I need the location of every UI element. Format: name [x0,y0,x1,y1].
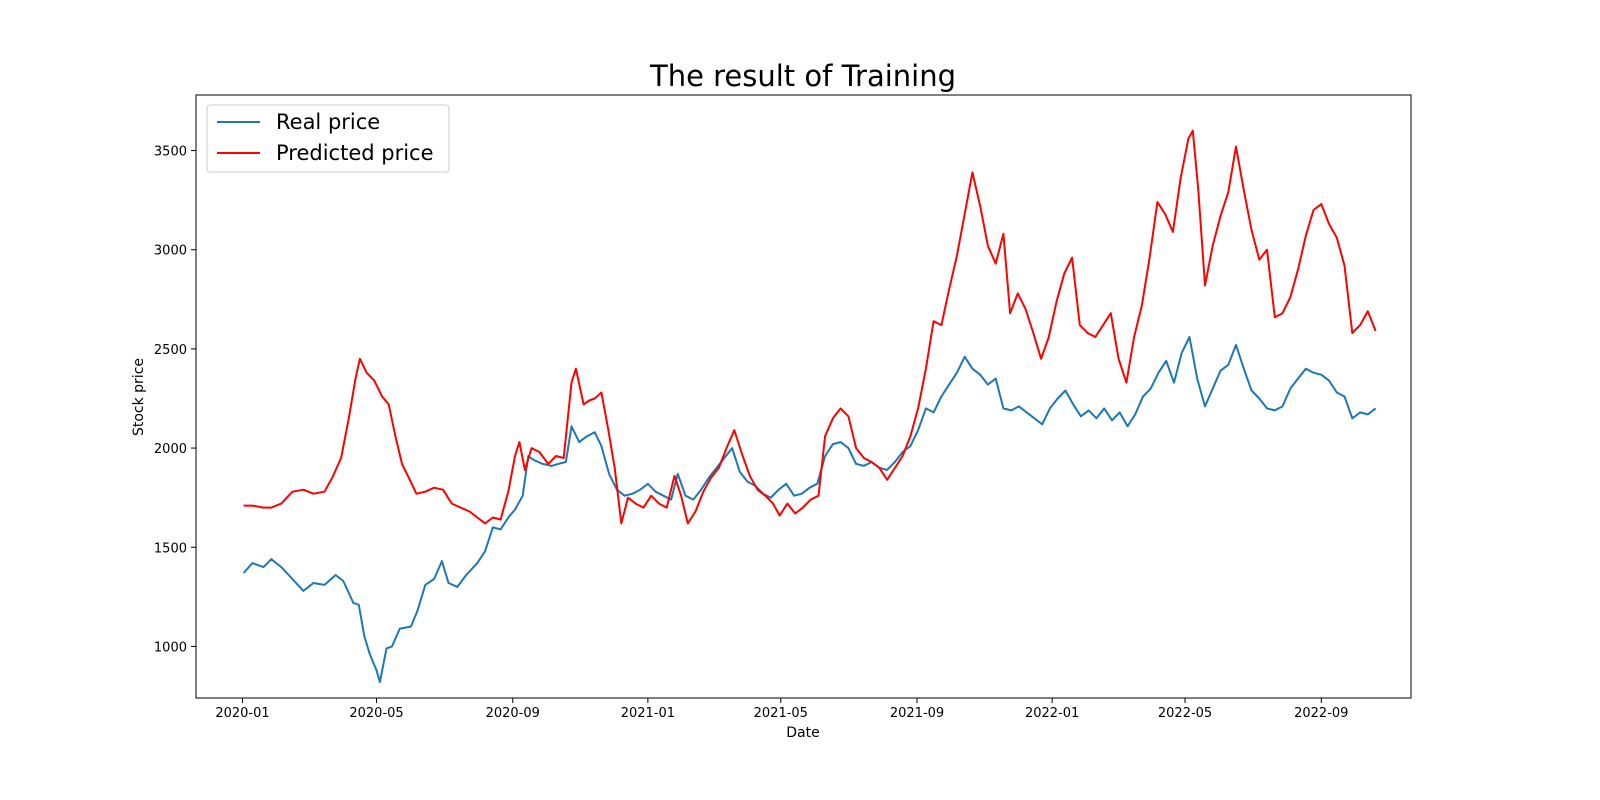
legend-label-real-price: Real price [276,110,380,134]
x-tick-label: 2020-05 [349,706,403,721]
y-tick-label: 1500 [154,541,187,556]
series-layer [242,129,1377,684]
chart-title: The result of Training [649,59,956,93]
legend-label-predicted-price: Predicted price [276,141,434,165]
plot-frame [195,94,1412,699]
x-axis-label: Date [786,725,819,741]
x-tick-label: 2021-09 [890,706,944,721]
series-line-real-price [242,336,1377,684]
legend: Real price Predicted price [206,104,450,173]
y-tick-label: 3500 [154,145,187,160]
x-tick-label: 2021-01 [621,706,675,721]
legend-box [206,104,450,173]
y-axis: 1000 1500 2000 2500 3000 3500 [154,145,196,655]
x-tick-label: 2022-01 [1025,706,1079,721]
y-tick-label: 1000 [154,640,187,655]
y-tick-label: 3000 [154,244,187,259]
x-tick-label: 2020-09 [486,706,540,721]
series-line-predicted-price [243,129,1377,525]
x-axis: 2020-01 2020-05 2020-09 2021-01 2021-05 2021-… [215,698,1348,721]
x-tick-label: 2022-09 [1294,706,1348,721]
x-tick-label: 2022-05 [1158,706,1212,721]
x-tick-label: 2021-05 [754,706,808,721]
y-tick-label: 2500 [154,343,187,358]
x-tick-label: 2020-01 [215,706,269,721]
y-tick-label: 2000 [154,442,187,457]
y-axis-label: Stock price [131,358,147,436]
